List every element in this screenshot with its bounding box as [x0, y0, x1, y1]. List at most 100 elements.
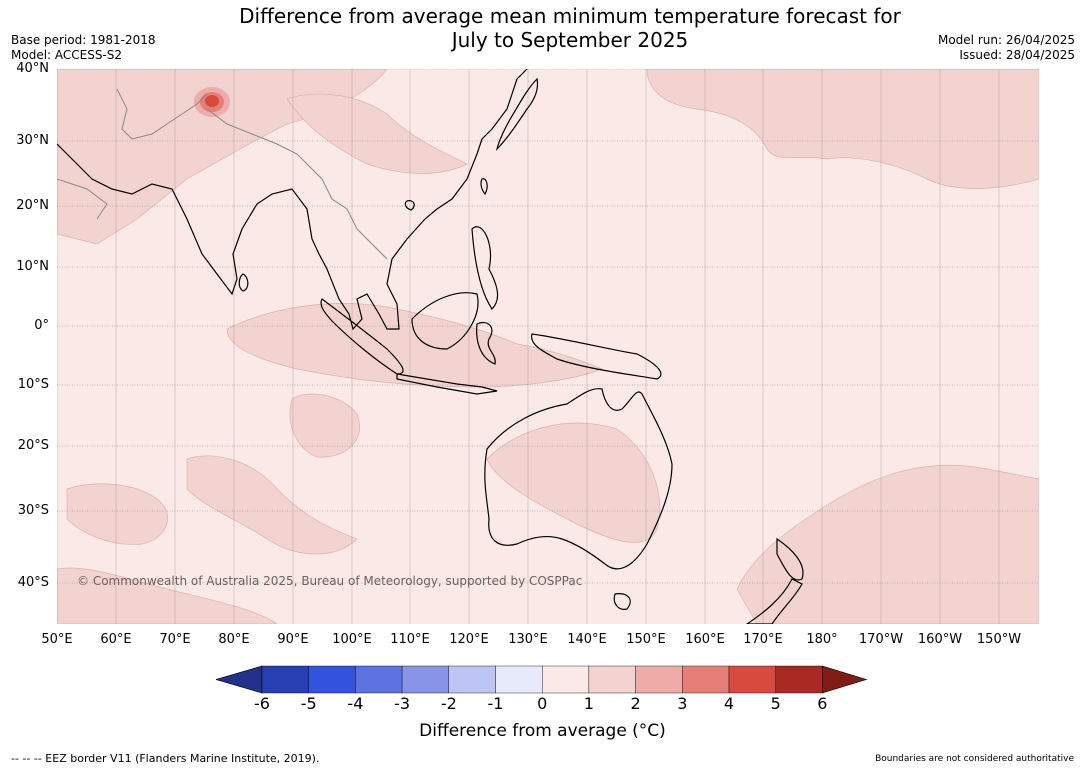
lat-label: 30°S — [17, 503, 49, 518]
lat-label: 20°N — [16, 198, 49, 213]
coastline-java — [396, 373, 498, 395]
coastline-new-zealand-south — [745, 578, 803, 624]
colorbar-segment — [261, 665, 309, 694]
colorbar-tick-label: -6 — [254, 694, 270, 713]
lat-label: 0° — [34, 318, 49, 333]
colorbar — [216, 665, 868, 694]
colorbar-tick-label: -1 — [487, 694, 504, 713]
colorbar-tick-label: 5 — [770, 694, 781, 713]
country-borders — [57, 88, 388, 260]
issued-date: Issued: 28/04/2025 — [959, 48, 1075, 62]
anomaly-region-west-lower — [66, 483, 168, 545]
lat-label: 40°S — [17, 575, 49, 590]
coastline-australia — [484, 388, 673, 570]
title-line-2: July to September 2025 — [451, 28, 689, 52]
lon-label: 70°E — [159, 632, 191, 647]
lon-label: 170°W — [858, 632, 904, 647]
colorbar-segment — [308, 665, 356, 694]
anomaly-region-south-west — [57, 567, 278, 624]
base-period: Base period: 1981-2018 — [11, 33, 156, 47]
anomaly-region-north-pacific — [646, 69, 1039, 189]
colorbar-extend-high — [822, 665, 868, 694]
colorbar-tick-label: 1 — [583, 694, 594, 713]
anomaly-hotspot — [194, 87, 230, 117]
lon-label: 170°E — [743, 632, 783, 647]
coastline-borneo — [411, 292, 479, 350]
coastline-sulawesi — [476, 321, 496, 365]
colorbar-tick-label: 4 — [723, 694, 735, 713]
coastline-hainan — [404, 200, 415, 211]
anomaly-region-north-china — [286, 93, 468, 174]
colorbar-segment — [588, 665, 636, 694]
coastline-philippines — [471, 226, 499, 310]
lon-label: 120°E — [449, 632, 489, 647]
model-name: Model: ACCESS-S2 — [11, 48, 123, 62]
anomaly-region-indian-ocean — [289, 393, 360, 458]
lat-label: 30°N — [16, 133, 49, 148]
lon-label: 90°E — [277, 632, 309, 647]
lat-label: 20°S — [17, 438, 49, 453]
lon-label: 140°E — [567, 632, 607, 647]
coastlines — [57, 69, 804, 624]
coastline-sri-lanka — [238, 273, 249, 292]
anomaly-shading — [57, 69, 1039, 624]
colorbar-segment — [355, 665, 403, 694]
lon-label: 80°E — [218, 632, 250, 647]
chart-title: Difference from average mean minimum tem… — [200, 4, 940, 52]
lon-label: 110°E — [390, 632, 430, 647]
coastline-japan — [495, 77, 539, 151]
lon-label: 130°E — [508, 632, 548, 647]
colorbar-segment — [495, 665, 543, 694]
colorbar-tick-label: 3 — [677, 694, 688, 713]
colorbar-tick-label: -3 — [394, 694, 411, 713]
anomaly-region-south-pacific — [736, 464, 1039, 624]
colorbar-segment — [542, 665, 590, 694]
colorbar-segment — [448, 665, 496, 694]
colorbar-segment — [635, 665, 683, 694]
colorbar-segment — [682, 665, 730, 694]
border-arabia — [57, 178, 108, 220]
map-canvas — [57, 69, 1039, 624]
model-run: Model run: 26/04/2025 — [937, 33, 1075, 47]
colorbar-segment — [728, 665, 776, 694]
border-india-china — [206, 108, 323, 180]
anomaly-region-equatorial — [226, 303, 603, 388]
anomaly-region-australia — [486, 422, 660, 543]
colorbar-segment — [775, 665, 823, 694]
lat-label: 10°S — [17, 377, 49, 392]
colorbar-tick-label: 6 — [817, 694, 828, 713]
colorbar-tick-label: 2 — [630, 694, 641, 713]
lat-label: 10°N — [16, 259, 49, 274]
lon-label: 160°W — [917, 632, 963, 647]
lon-label: 150°E — [626, 632, 666, 647]
colorbar-label: Difference from average (°C) — [419, 721, 666, 741]
colorbar-extend-low — [216, 665, 263, 694]
coastline-tasmania — [613, 593, 631, 610]
meta-left: Base period: 1981-2018 Model: ACCESS-S2 — [11, 33, 156, 63]
anomaly-region-indian-south — [186, 455, 358, 555]
colorbar-tick-label: -4 — [347, 694, 364, 713]
boundary-disclaimer: Boundaries are not considered authoritat… — [875, 754, 1074, 764]
lon-label: 60°E — [100, 632, 132, 647]
colorbar-tick-label: -2 — [440, 694, 457, 713]
lon-label: 100°E — [332, 632, 372, 647]
colorbar-segment — [401, 665, 450, 694]
coastline-arabia-india — [57, 69, 528, 331]
border-iran-afghanistan — [116, 88, 208, 140]
coastline-new-guinea — [531, 333, 662, 380]
lon-label: 180° — [806, 632, 838, 647]
border-southeast-asia — [321, 178, 388, 260]
meta-right: Model run: 26/04/2025 Issued: 28/04/2025 — [938, 33, 1075, 63]
lon-label: 150°W — [976, 632, 1022, 647]
coastline-taiwan — [480, 178, 488, 196]
colorbar-tick-label: 0 — [537, 694, 548, 713]
title-line-1: Difference from average mean minimum tem… — [239, 4, 901, 28]
lat-label: 40°N — [16, 61, 49, 76]
lon-label: 50°E — [41, 632, 73, 647]
lon-label: 160°E — [685, 632, 725, 647]
anomaly-map[interactable]: © Commonwealth of Australia 2025, Bureau… — [57, 69, 1039, 624]
eez-border-legend: -- -- -- EEZ border V11 (Flanders Marine… — [11, 752, 320, 765]
coastline-new-zealand-north — [776, 537, 804, 581]
colorbar-tick-label: -5 — [300, 694, 317, 713]
graticule — [57, 69, 1039, 624]
